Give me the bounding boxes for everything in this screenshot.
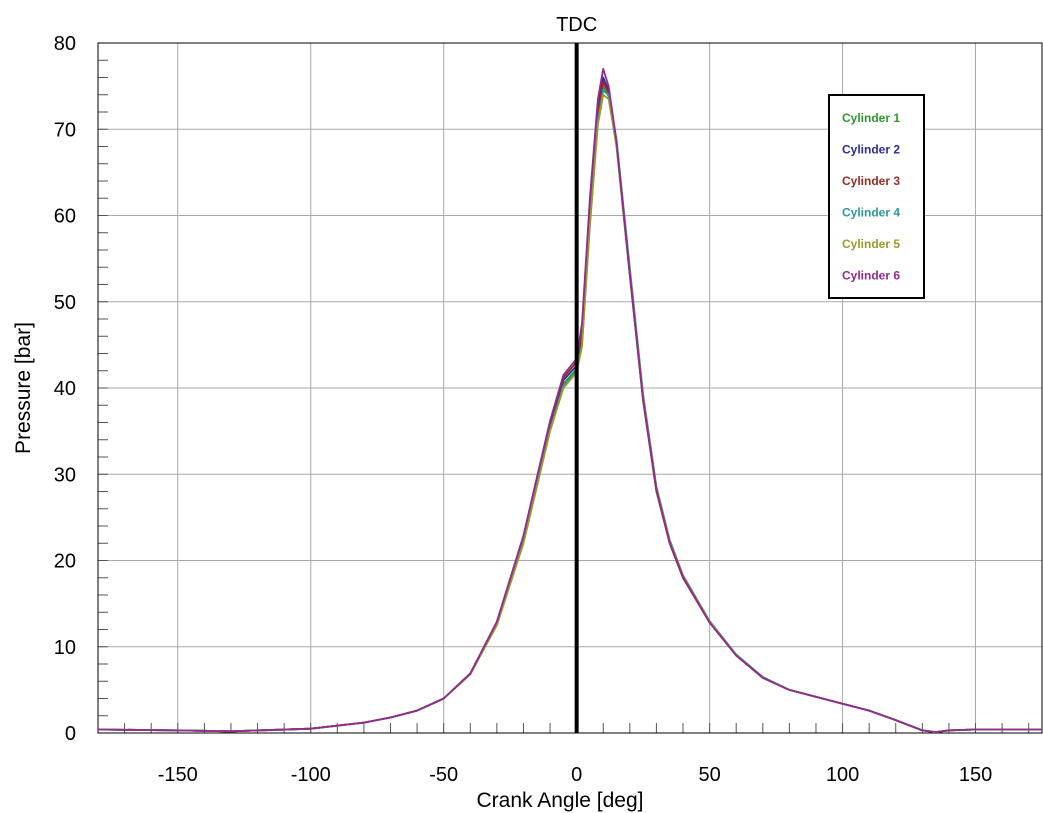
y-tick-label: 10 <box>54 637 76 659</box>
y-tick-label: 20 <box>54 551 76 573</box>
x-tick-labels: -150 -100 -50 0 50 100 150 <box>158 764 992 786</box>
y-tick-label: 40 <box>54 378 76 400</box>
y-tick-label: 60 <box>54 206 76 228</box>
legend-entry: Cylinder 4 <box>842 206 900 220</box>
x-tick-label: 100 <box>826 764 859 786</box>
y-tick-labels: 0 10 20 30 40 50 60 70 80 <box>54 33 76 745</box>
legend-entry: Cylinder 2 <box>842 143 900 157</box>
y-tick-label: 80 <box>54 33 76 55</box>
x-tick-label: 150 <box>959 764 992 786</box>
y-tick-label: 0 <box>65 723 76 745</box>
y-axis-label: Pressure [bar] <box>12 322 35 454</box>
legend-entry: Cylinder 1 <box>842 111 900 125</box>
y-tick-label: 50 <box>54 292 76 314</box>
y-tick-label: 30 <box>54 464 76 486</box>
x-tick-label: -150 <box>158 764 198 786</box>
x-tick-label: 50 <box>698 764 720 786</box>
y-tick-label: 70 <box>54 119 76 141</box>
x-tick-label: -100 <box>291 764 331 786</box>
legend: Cylinder 1 Cylinder 2 Cylinder 3 Cylinder 4… <box>829 95 924 298</box>
x-axis-label: Crank Angle [deg] <box>477 789 644 812</box>
x-tick-label: 0 <box>571 764 582 786</box>
legend-entry: Cylinder 5 <box>842 237 900 251</box>
tdc-label: TDC <box>556 14 597 36</box>
x-tick-label: -50 <box>429 764 458 786</box>
legend-entry: Cylinder 6 <box>842 269 900 283</box>
legend-entry: Cylinder 3 <box>842 174 900 188</box>
